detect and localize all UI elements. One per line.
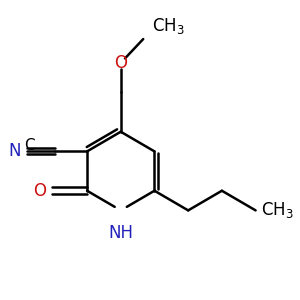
Text: CH$_3$: CH$_3$: [261, 200, 294, 220]
Text: C: C: [24, 138, 35, 153]
Text: O: O: [114, 54, 127, 72]
Text: NH: NH: [108, 224, 133, 242]
Text: N: N: [8, 142, 20, 160]
Text: CH$_3$: CH$_3$: [152, 16, 184, 36]
Text: O: O: [33, 182, 46, 200]
